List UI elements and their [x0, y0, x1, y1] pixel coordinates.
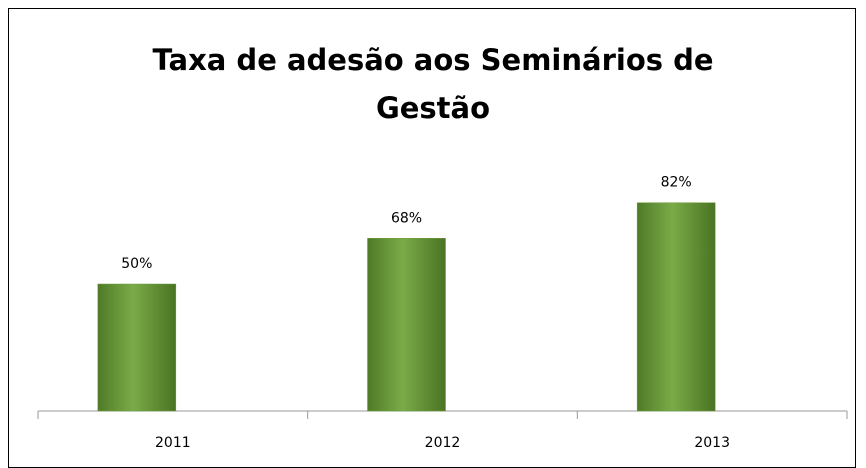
- bar: [367, 238, 446, 412]
- bar: [97, 283, 177, 412]
- bar: [636, 202, 716, 412]
- x-tick-label: 2011: [155, 435, 191, 451]
- data-label: 50%: [121, 256, 152, 272]
- x-tick-label: 2012: [425, 435, 461, 451]
- chart-title: Taxa de adesão aos Seminários de Gestão: [152, 43, 714, 125]
- x-tick-label: 2013: [694, 435, 730, 451]
- data-label: 68%: [391, 210, 422, 226]
- data-label: 82%: [661, 175, 692, 191]
